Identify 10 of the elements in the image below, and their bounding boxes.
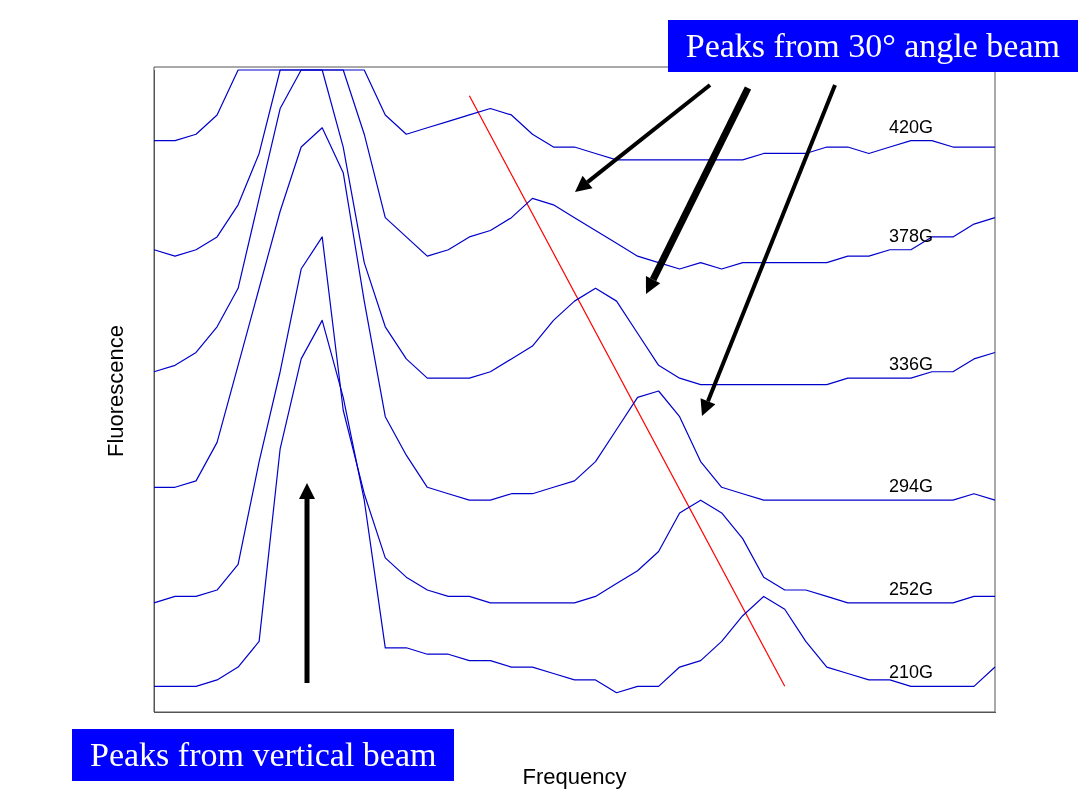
series-label: 420G	[888, 116, 933, 137]
series-label: 252G	[888, 578, 933, 599]
text: Peaks from vertical beam	[72, 729, 455, 781]
y-axis-title: Fluorescence	[103, 324, 129, 458]
series-label: 336G	[888, 354, 933, 375]
x-axis-title: Frequency	[522, 763, 627, 789]
series-label: 294G	[888, 476, 933, 497]
series-label: 378G	[888, 225, 933, 246]
text: Peaks from 30° angle beam	[667, 20, 1078, 72]
series-label: 210G	[888, 662, 933, 683]
